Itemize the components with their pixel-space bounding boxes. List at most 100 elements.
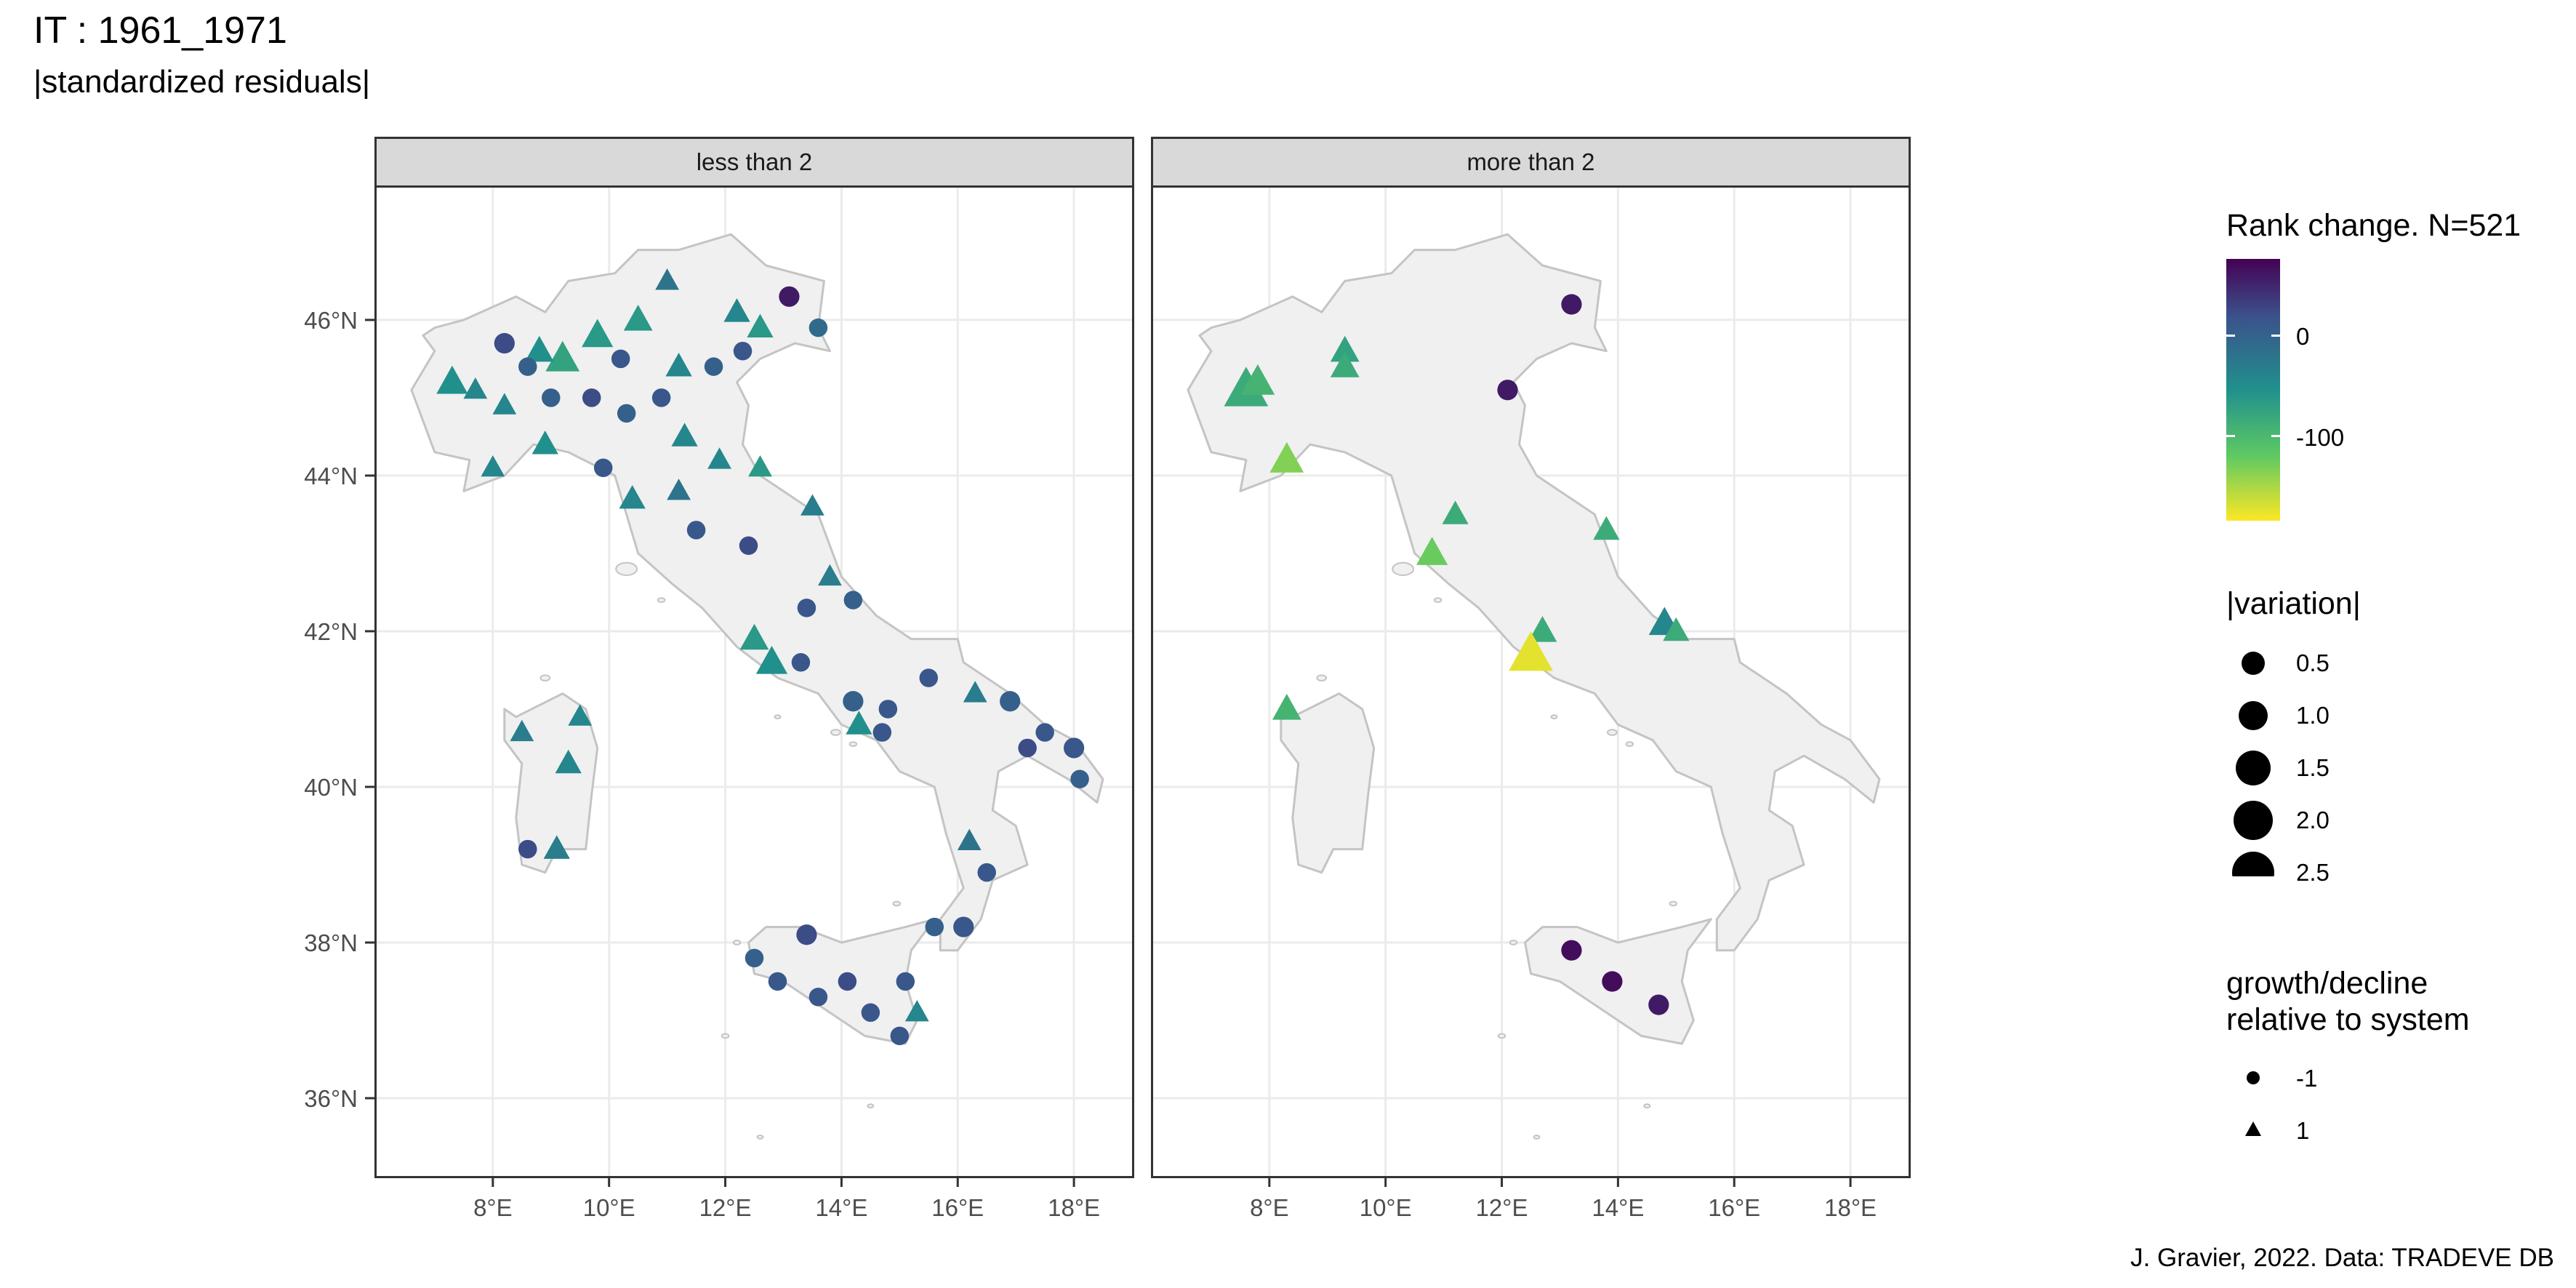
city-point-growth — [739, 623, 769, 650]
city-point-growth — [667, 479, 691, 500]
y-axis: 46°N 44°N 42°N 40°N 38°N 36°N — [304, 307, 374, 1112]
small-island — [1669, 900, 1678, 907]
map-panel-more-than-2: more than 2 — [1151, 137, 1911, 1178]
small-island — [539, 674, 551, 681]
city-point-decline — [1602, 971, 1623, 992]
city-point-growth — [543, 835, 570, 859]
city-point-decline — [518, 839, 537, 859]
city-point-decline — [779, 286, 800, 307]
city-point-decline — [1648, 994, 1669, 1015]
map-plot-area — [1151, 188, 1911, 1178]
city-point-decline — [617, 404, 636, 423]
city-point-decline — [768, 972, 787, 991]
x-tick-label: 8°E — [1250, 1194, 1289, 1221]
city-point-growth — [623, 304, 653, 331]
city-point-decline — [1561, 940, 1582, 961]
size-key-dot — [2242, 652, 2265, 675]
city-point-decline — [686, 521, 706, 540]
small-island — [774, 714, 782, 720]
city-point-growth — [582, 319, 614, 348]
small-island — [732, 940, 742, 945]
x-tick-label: 10°E — [583, 1194, 635, 1221]
y-tick-label: 46°N — [304, 307, 358, 334]
city-point-decline — [1035, 723, 1054, 742]
x-tick-label: 10°E — [1360, 1194, 1412, 1221]
city-point-decline — [878, 700, 898, 719]
city-point-growth — [1240, 364, 1275, 395]
city-point-growth — [1528, 616, 1557, 642]
city-point-growth — [707, 447, 731, 469]
small-island — [657, 597, 666, 604]
small-island — [1533, 1135, 1541, 1140]
map-plot-area — [374, 188, 1134, 1178]
x-tick-label: 16°E — [931, 1194, 984, 1221]
small-island — [867, 1103, 875, 1109]
city-point-decline — [896, 972, 915, 991]
color-label-minus-100: -100 — [2296, 424, 2345, 451]
city-point-decline — [890, 1026, 910, 1046]
size-key-dot — [2236, 751, 2271, 785]
small-island — [756, 1135, 764, 1140]
facet-strip-label: less than 2 — [696, 148, 813, 175]
small-island — [1316, 674, 1328, 681]
city-point-decline — [651, 388, 671, 407]
city-point-decline — [739, 536, 758, 555]
city-point-growth — [1593, 516, 1620, 540]
color-bar-tick — [2271, 335, 2280, 337]
city-point-growth — [531, 431, 558, 455]
city-point-growth — [568, 704, 593, 726]
city-point-growth — [436, 365, 468, 394]
size-key-dot — [2239, 701, 2268, 730]
small-island — [1509, 940, 1518, 945]
city-point-growth — [723, 298, 750, 322]
city-point-growth — [492, 393, 517, 415]
size-label: 2.5 — [2296, 859, 2330, 886]
city-point-growth — [1416, 537, 1448, 565]
y-tick-label: 38°N — [304, 929, 358, 956]
circle-shape-key — [2247, 1071, 2260, 1084]
small-island — [1550, 714, 1558, 720]
small-island — [1497, 1033, 1506, 1039]
city-point-decline — [494, 332, 515, 354]
small-island — [615, 561, 638, 576]
small-island — [830, 729, 841, 736]
city-point-growth — [1663, 617, 1690, 641]
city-point-growth — [655, 268, 680, 290]
color-bar-tick — [2226, 335, 2235, 337]
x-tick-label: 18°E — [1048, 1194, 1100, 1221]
x-tick-label: 12°E — [1476, 1194, 1528, 1221]
city-point-decline — [977, 863, 996, 882]
shape-label-minus-1: -1 — [2296, 1065, 2318, 1092]
size-label: 2.0 — [2296, 807, 2330, 833]
source-caption: J. Gravier, 2022. Data: TRADEVE DB — [2130, 1244, 2554, 1272]
y-tick-label: 40°N — [304, 774, 358, 801]
city-point-growth — [957, 828, 982, 850]
small-island — [1392, 561, 1415, 576]
city-point-decline — [797, 599, 816, 617]
chart-subtitle: |standardized residuals| — [33, 64, 371, 100]
city-point-growth — [545, 340, 580, 372]
city-point-decline — [838, 972, 857, 991]
y-tick-label: 36°N — [304, 1085, 358, 1112]
city-point-decline — [919, 668, 939, 687]
city-point-decline — [808, 318, 828, 337]
city-point-growth — [1272, 694, 1301, 720]
city-point-decline — [1070, 769, 1089, 789]
chart-title: IT : 1961_1971 — [33, 9, 287, 52]
small-island — [1433, 597, 1443, 604]
city-point-growth — [1442, 500, 1469, 524]
italy-mainland-landmass — [410, 233, 1104, 952]
triangle-shape-key — [2245, 1121, 2261, 1136]
size-key-dot — [2232, 852, 2274, 876]
city-point-growth — [963, 681, 987, 703]
city-point-decline — [843, 691, 864, 712]
shape-label-1: 1 — [2296, 1117, 2310, 1144]
city-point-growth — [747, 313, 774, 337]
small-island — [848, 741, 858, 747]
city-point-decline — [704, 357, 723, 376]
y-tick-label: 42°N — [304, 618, 358, 645]
city-point-decline — [1561, 294, 1582, 315]
size-key-dot — [2234, 801, 2273, 840]
city-point-decline — [518, 357, 537, 376]
italy-mainland-landmass — [1187, 233, 1881, 952]
